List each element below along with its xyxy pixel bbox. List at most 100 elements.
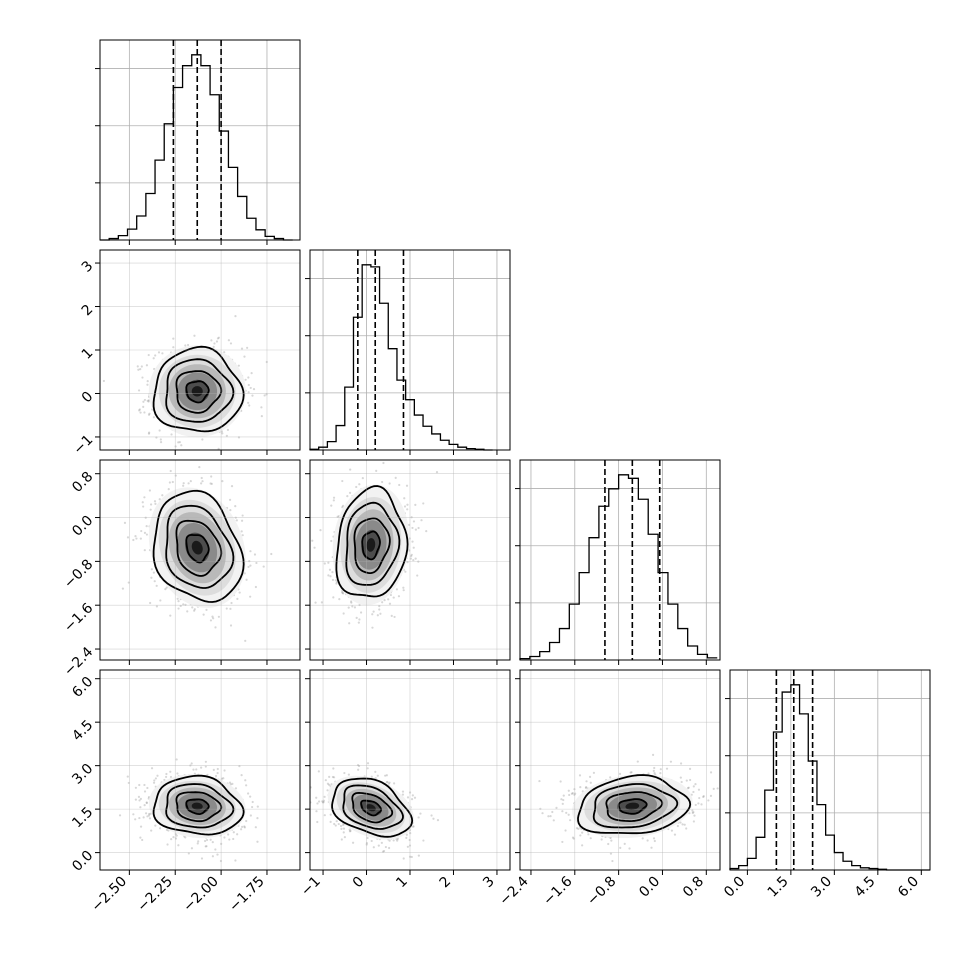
scatter-point — [332, 776, 336, 779]
panel-frame — [99, 39, 301, 241]
scatter-point — [340, 827, 343, 831]
scatter-point — [134, 535, 137, 538]
scatter-point — [382, 461, 385, 465]
scatter-point — [430, 814, 433, 817]
scatter-point — [142, 405, 145, 409]
scatter-point — [234, 315, 237, 318]
histogram-panel-0 — [95, 39, 301, 241]
scatter-point — [148, 431, 151, 434]
scatter-point — [327, 561, 330, 564]
scatter-point — [193, 609, 196, 612]
contour-line-3 — [152, 489, 245, 603]
scatter-point — [376, 614, 379, 617]
scatter-point — [142, 505, 145, 508]
scatter-point — [149, 601, 152, 605]
scatter-point — [397, 595, 401, 598]
scatter-point — [251, 800, 254, 804]
scatter-point — [213, 342, 216, 345]
scatter-point — [147, 353, 150, 357]
scatter-point — [371, 626, 374, 629]
scatter-point — [374, 770, 377, 773]
scatter-point — [564, 829, 567, 832]
density-level-5 — [366, 804, 376, 812]
scatter-panel-1-2 — [309, 457, 511, 661]
scatter-point — [200, 766, 203, 769]
scatter-point — [153, 779, 156, 782]
scatter-point — [328, 775, 331, 778]
scatter-point — [159, 441, 163, 444]
scatter-point — [145, 801, 148, 805]
scatter-point — [343, 771, 346, 775]
scatter-point — [247, 391, 250, 394]
scatter-point — [231, 782, 234, 785]
scatter-point — [357, 621, 360, 624]
contour-line-1 — [353, 517, 391, 574]
scatter-point — [212, 617, 215, 620]
scatter-point — [192, 768, 195, 771]
scatter-point — [165, 586, 168, 589]
scatter-point — [217, 615, 220, 618]
scatter-point — [143, 531, 147, 534]
scatter-point — [134, 786, 137, 789]
scatter-point — [388, 839, 391, 842]
scatter-point — [384, 845, 387, 849]
scatter-point — [697, 802, 700, 805]
scatter-point — [228, 838, 231, 841]
scatter-point — [618, 772, 622, 775]
scatter-point — [329, 820, 332, 823]
panel-content — [311, 457, 439, 629]
scatter-point — [320, 601, 323, 604]
scatter-point — [329, 813, 332, 816]
scatter-point — [150, 576, 153, 579]
scatter-point — [572, 837, 575, 840]
scatter-point — [153, 500, 157, 503]
scatter-point — [229, 342, 233, 345]
scatter-point — [216, 337, 220, 340]
scatter-point — [334, 824, 337, 827]
scatter-point — [149, 508, 152, 511]
scatter-point — [156, 774, 159, 777]
panel-content — [121, 465, 273, 642]
scatter-point — [351, 605, 354, 608]
scatter-point — [351, 841, 355, 844]
scatter-point — [422, 839, 425, 842]
scatter-point — [165, 828, 168, 831]
scatter-point — [250, 372, 253, 375]
scatter-point — [228, 456, 230, 458]
scatter-point — [158, 429, 161, 432]
contour-line-0 — [361, 530, 381, 561]
scatter-point — [146, 383, 149, 386]
scatter-point — [211, 615, 214, 618]
scatter-point — [217, 336, 220, 339]
scatter-point — [146, 786, 149, 790]
scatter-point — [396, 839, 399, 842]
scatter-point — [143, 398, 147, 402]
scatter-point — [240, 530, 243, 533]
scatter-point — [249, 550, 252, 553]
scatter-point — [152, 357, 155, 360]
scatter-point — [435, 471, 439, 474]
contour-line-0 — [360, 799, 383, 817]
scatter-point — [388, 482, 391, 485]
scatter-point — [193, 334, 196, 337]
scatter-point — [406, 508, 409, 511]
scatter-point — [396, 837, 400, 840]
scatter-point — [394, 457, 396, 459]
scatter-point — [184, 344, 187, 347]
contour-line-1 — [175, 791, 223, 823]
scatter-point — [223, 836, 226, 839]
scatter-point — [196, 842, 199, 845]
scatter-point — [155, 584, 158, 587]
scatter-point — [232, 831, 235, 834]
scatter-point — [585, 785, 588, 789]
scatter-point — [653, 766, 656, 770]
scatter-point — [141, 376, 144, 379]
scatter-point — [216, 767, 219, 771]
scatter-point — [246, 346, 249, 349]
scatter-point — [311, 539, 314, 542]
scatter-point — [132, 538, 135, 542]
scatter-point — [338, 598, 341, 601]
scatter-point — [405, 833, 408, 836]
scatter-point — [405, 484, 409, 487]
scatter-point — [163, 778, 166, 782]
